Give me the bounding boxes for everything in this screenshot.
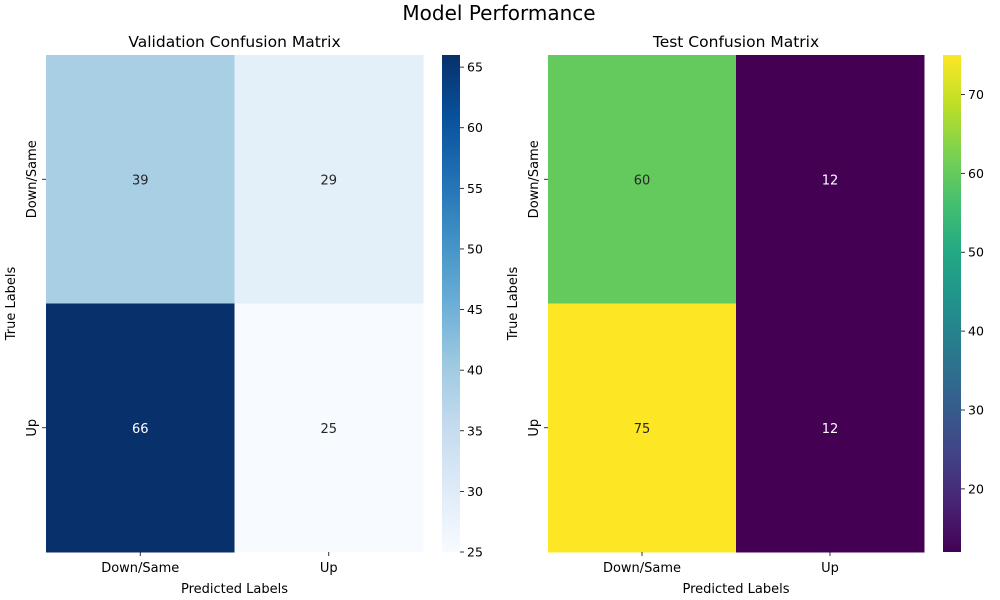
colorbar-tick-label: 50 bbox=[968, 245, 984, 260]
heatmap-cell bbox=[548, 303, 737, 553]
colorbar-tick-label: 50 bbox=[467, 241, 483, 256]
colorbar-tick-label: 35 bbox=[467, 423, 483, 438]
x-tick-label: Down/Same bbox=[603, 561, 681, 576]
colorbar bbox=[442, 55, 460, 552]
colorbar-tick-label: 30 bbox=[968, 403, 984, 418]
colorbar-tick-label: 60 bbox=[968, 166, 984, 181]
colorbar-tick-label: 60 bbox=[467, 120, 483, 135]
cell-value-label: 29 bbox=[320, 173, 337, 188]
x-axis-label: Predicted Labels bbox=[181, 582, 288, 597]
colorbar-tick-label: 45 bbox=[467, 302, 483, 317]
y-tick-label: Up bbox=[527, 419, 542, 437]
x-tick-label: Up bbox=[821, 561, 839, 576]
colorbar-tick-label: 30 bbox=[467, 484, 483, 499]
cell-value-label: 60 bbox=[634, 173, 651, 188]
heatmap-cell bbox=[234, 55, 424, 304]
colorbar-tick-label: 65 bbox=[467, 60, 483, 75]
heatmap-cell bbox=[736, 55, 925, 304]
y-axis-label: True Labels bbox=[4, 266, 19, 341]
heatmap-cell bbox=[46, 55, 235, 304]
cell-value-label: 75 bbox=[634, 422, 651, 437]
x-axis-label: Predicted Labels bbox=[682, 582, 789, 597]
heatmap-cell bbox=[548, 55, 737, 304]
cell-value-label: 12 bbox=[822, 173, 839, 188]
colorbar bbox=[943, 55, 961, 552]
colorbar-tick-label: 25 bbox=[467, 545, 483, 560]
colorbar-tick-label: 70 bbox=[968, 87, 984, 102]
cell-value-label: 25 bbox=[320, 422, 337, 437]
x-tick-label: Up bbox=[320, 561, 338, 576]
test-confusion-matrix: 60 12 75 12 Down/Same Up Down/Same Up Test Confu… bbox=[506, 33, 984, 597]
colorbar-tick-label: 40 bbox=[968, 324, 984, 339]
colorbar-tick-label: 55 bbox=[467, 181, 483, 196]
y-tick-label: Down/Same bbox=[25, 140, 40, 218]
y-tick-label: Up bbox=[25, 419, 40, 437]
x-tick-label: Down/Same bbox=[101, 561, 179, 576]
colorbar-tick-label: 20 bbox=[968, 481, 984, 496]
chart-title: Test Confusion Matrix bbox=[652, 33, 819, 51]
y-axis-label: True Labels bbox=[506, 266, 521, 341]
heatmap-cell bbox=[234, 303, 424, 553]
heatmap-cell bbox=[46, 303, 235, 553]
validation-confusion-matrix: 39 29 66 25 Down/Same Up Down/Same Up Validation… bbox=[4, 33, 483, 597]
colorbar-tick-label: 40 bbox=[467, 363, 483, 378]
cell-value-label: 39 bbox=[132, 173, 149, 188]
y-tick-label: Down/Same bbox=[527, 140, 542, 218]
cell-value-label: 12 bbox=[822, 422, 839, 437]
cell-value-label: 66 bbox=[132, 422, 149, 437]
chart-title: Validation Confusion Matrix bbox=[128, 33, 340, 51]
figure-suptitle: Model Performance bbox=[402, 1, 595, 25]
heatmap-cell bbox=[736, 303, 925, 553]
